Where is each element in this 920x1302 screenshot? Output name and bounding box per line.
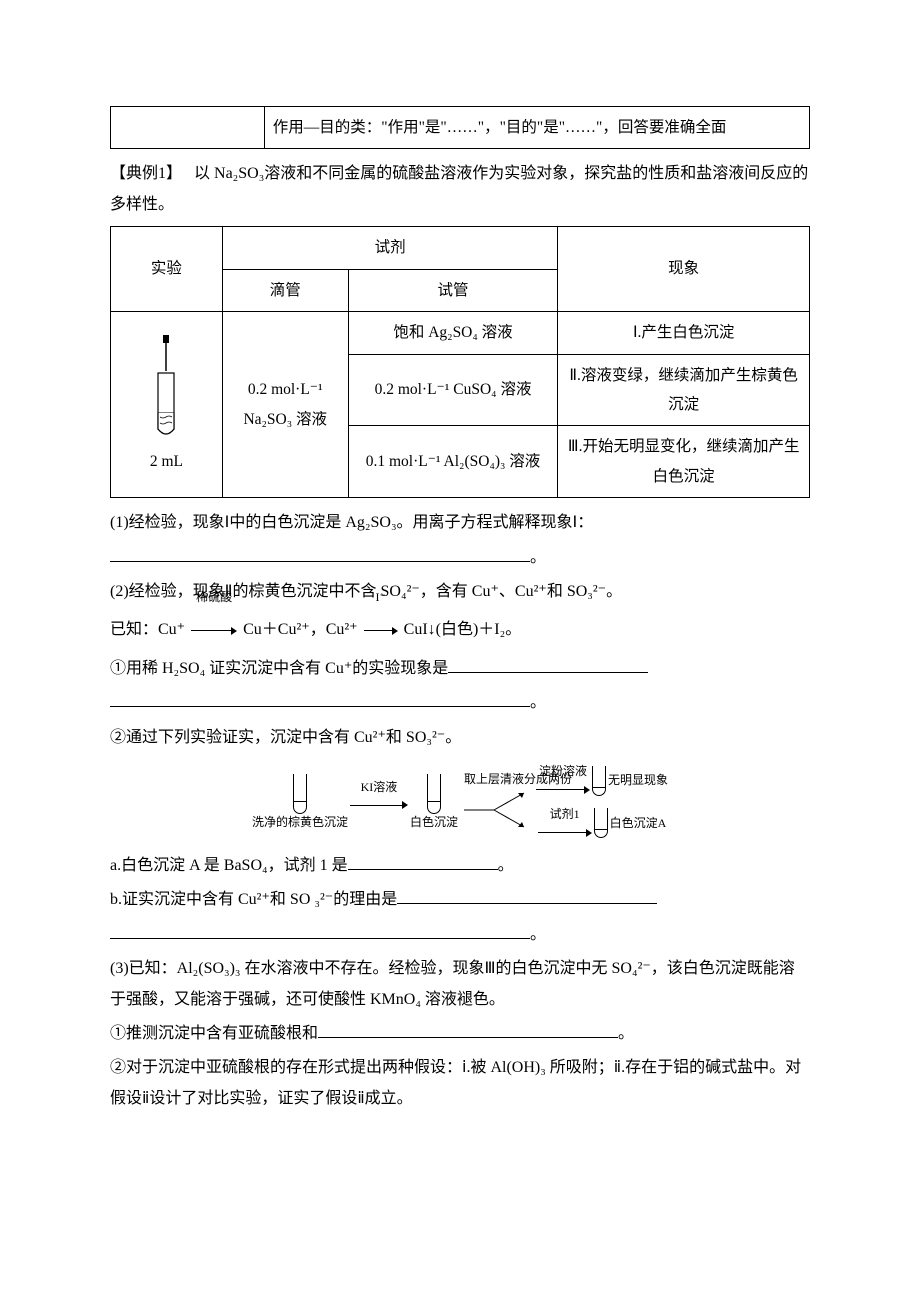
- th-reagent: 试剂: [222, 227, 558, 269]
- top-fragment-table: 作用—目的类："作用"是"……"，"目的"是"……"，回答要准确全面: [110, 106, 810, 149]
- th-exp: 实验: [111, 227, 223, 312]
- phenom-2: Ⅱ.溶液变绿，继续滴加产生棕黄色沉淀: [558, 354, 810, 426]
- example-text: 以 Na₂SO₃溶液和不同金属的硫酸盐溶液作为实验对象，探究盐的性质和盐溶液间反…: [110, 165, 808, 212]
- tube-icon: [427, 774, 441, 814]
- example-intro: 【典例1】 以 Na₂SO₃溶液和不同金属的硫酸盐溶液作为实验对象，探究盐的性质…: [110, 159, 810, 220]
- tube-icon: [592, 766, 606, 796]
- tube-content-1: 饱和 Ag₂SO₄ 溶液: [348, 312, 558, 354]
- q2-1: ①用稀 H₂SO₄ 证实沉淀中含有 Cu⁺的实验现象是: [110, 654, 810, 684]
- q2b: b.证实沉淀中含有 Cu²⁺和 SO ₃²⁻的理由是: [110, 885, 810, 915]
- dropper-tube-icon: [146, 333, 186, 443]
- tube-icon: [594, 808, 608, 838]
- blank: [318, 1022, 618, 1038]
- tube-icon: [293, 774, 307, 814]
- example-label: 【典例1】: [110, 165, 182, 182]
- th-phenom: 现象: [558, 227, 810, 312]
- phenom-1: Ⅰ.产生白色沉淀: [558, 312, 810, 354]
- dropper-content: 0.2 mol·L⁻¹ Na₂SO₃ 溶液: [222, 312, 348, 498]
- tube-content-2: 0.2 mol·L⁻¹ CuSO₄ 溶液: [348, 354, 558, 426]
- q2b-blank-line: 。: [110, 920, 810, 950]
- q2-2: ②通过下列实验证实，沉淀中含有 Cu²⁺和 SO₃²⁻。: [110, 723, 810, 753]
- table-header-row: 实验 试剂 现象: [111, 227, 810, 269]
- tube-content-3: 0.1 mol·L⁻¹ Al₂(SO₄)₃ 溶液: [348, 426, 558, 498]
- q2a: a.白色沉淀 A 是 BaSO₄，试剂 1 是。: [110, 851, 810, 881]
- arrow-1: 稀硫酸: [189, 611, 239, 649]
- blank: [448, 657, 648, 673]
- blank: [348, 854, 498, 870]
- phenom-3: Ⅲ.开始无明显变化，继续滴加产生白色沉淀: [558, 426, 810, 498]
- q3-2: ②对于沉淀中亚硫酸根的存在形式提出两种假设：ⅰ.被 Al(OH)₃ 所吸附；ⅱ.…: [110, 1053, 810, 1114]
- th-dropper: 滴管: [222, 269, 348, 311]
- volume-label: 2 mL: [150, 453, 183, 470]
- arrow-2: I⁻: [362, 611, 400, 649]
- q2-1-blank-line: 。: [110, 688, 810, 718]
- q1: (1)经检验，现象Ⅰ中的白色沉淀是 Ag₂SO₃。用离子方程式解释现象Ⅰ：: [110, 508, 810, 538]
- blank: [110, 923, 530, 939]
- q1-blank-line: 。: [110, 543, 810, 573]
- blank: [397, 888, 657, 904]
- q3-intro: (3)已知：Al₂(SO₃)₃ 在水溶液中不存在。经检验，现象Ⅲ的白色沉淀中无 …: [110, 954, 810, 1015]
- exp-diagram-cell: 2 mL: [111, 312, 223, 498]
- th-tube: 试管: [348, 269, 558, 311]
- q3-1: ①推测沉淀中含有亚硫酸根和。: [110, 1019, 810, 1049]
- branch-icon: [464, 787, 534, 833]
- blank: [110, 546, 530, 562]
- q2-known: 已知：Cu⁺ 稀硫酸 Cu＋Cu²⁺，Cu²⁺ I⁻ CuI↓(白色)＋I₂。: [110, 611, 810, 649]
- blank: [110, 691, 530, 707]
- fragment-cell: 作用—目的类："作用"是"……"，"目的"是"……"，回答要准确全面: [264, 107, 809, 149]
- flow-diagram: 洗净的棕黄色沉淀 KI溶液 白色沉淀 取上层清液分成两份: [110, 763, 810, 841]
- empty-cell: [111, 107, 265, 149]
- table-row: 2 mL 0.2 mol·L⁻¹ Na₂SO₃ 溶液 饱和 Ag₂SO₄ 溶液 …: [111, 312, 810, 354]
- experiment-table: 实验 试剂 现象 滴管 试管 2 mL 0.2 mol·L⁻¹ Na₂SO₃ 溶…: [110, 226, 810, 498]
